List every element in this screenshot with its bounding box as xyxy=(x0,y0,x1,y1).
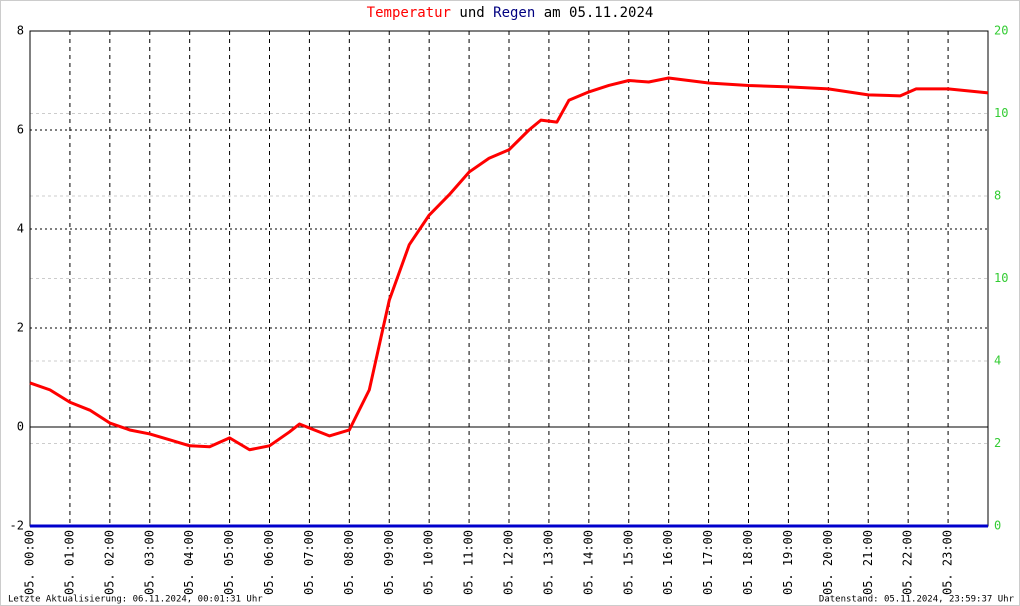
x-tick-label: 05. 18:00 xyxy=(741,530,755,595)
x-tick-label: 05. 04:00 xyxy=(182,530,196,595)
y2-tick-label: 10 xyxy=(994,106,1008,120)
y2-tick-label: 8 xyxy=(994,189,1001,203)
x-tick-label: 05. 02:00 xyxy=(102,530,116,595)
x-tick-label: 05. 16:00 xyxy=(661,530,675,595)
x-tick-label: 05. 17:00 xyxy=(701,530,715,595)
y2-tick-label: 0 xyxy=(994,519,1001,533)
x-tick-label: 05. 11:00 xyxy=(462,530,476,595)
x-tick-label: 05. 12:00 xyxy=(502,530,516,595)
x-tick-label: 05. 10:00 xyxy=(422,530,436,595)
y-tick-label: 0 xyxy=(17,420,24,434)
x-tick-label: 05. 05:00 xyxy=(222,530,236,595)
x-tick-label: 05. 21:00 xyxy=(861,530,875,595)
series-line xyxy=(29,76,989,452)
x-tick-label: 05. 15:00 xyxy=(621,530,635,595)
x-tick-label: 05. 13:00 xyxy=(541,530,555,595)
y2-tick-label: 10 xyxy=(994,271,1008,285)
x-tick-label: 05. 08:00 xyxy=(342,530,356,595)
x-tick-label: 05. 14:00 xyxy=(581,530,595,595)
y2-tick-label: 2 xyxy=(994,436,1001,450)
y-tick-label: 6 xyxy=(17,123,24,137)
title-und: und xyxy=(459,5,484,21)
y-tick-label: -2 xyxy=(10,519,24,533)
x-tick-label: 05. 23:00 xyxy=(941,530,955,595)
footer-right: Datenstand: 05.11.2024, 23:59:37 Uhr xyxy=(819,595,1015,605)
y2-tick-label: 20 xyxy=(994,24,1008,38)
x-tick-label: 05. 22:00 xyxy=(901,530,915,595)
title-temp: Temperatur xyxy=(367,5,451,21)
title-date: am 05.11.2024 xyxy=(544,5,654,21)
x-tick-label: 05. 07:00 xyxy=(302,530,316,595)
chart-title: Temperatur und Regen am 05.11.2024 xyxy=(367,5,654,21)
x-tick-label: 05. 00:00 xyxy=(23,530,37,595)
x-tick-label: 05. 20:00 xyxy=(821,530,835,595)
x-tick-label: 05. 03:00 xyxy=(142,530,156,595)
title-rain: Regen xyxy=(493,5,535,21)
y2-tick-label: 4 xyxy=(994,354,1001,368)
y-tick-label: 4 xyxy=(17,222,24,236)
y-tick-label: 8 xyxy=(17,24,24,38)
footer-left: Letzte Aktualisierung: 06.11.2024, 00:01… xyxy=(8,595,263,605)
x-tick-label: 05. 19:00 xyxy=(781,530,795,595)
x-tick-label: 05. 09:00 xyxy=(382,530,396,595)
x-tick-label: 05. 06:00 xyxy=(262,530,276,595)
y-tick-label: 2 xyxy=(17,321,24,335)
x-tick-label: 05. 01:00 xyxy=(62,530,76,595)
